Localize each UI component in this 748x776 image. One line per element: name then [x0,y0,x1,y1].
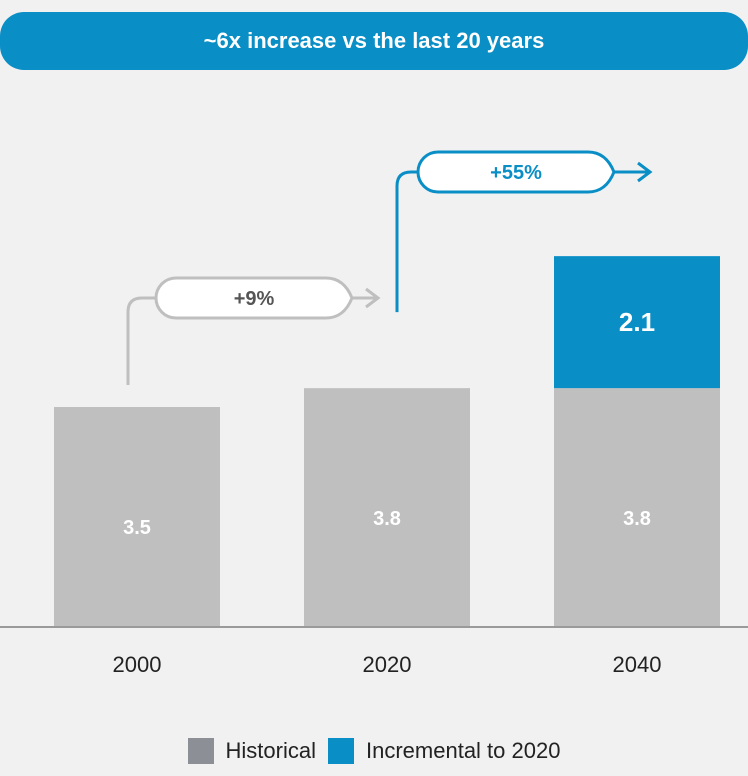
legend: Historical Incremental to 2020 [0,738,748,764]
growth-connector-1 [395,170,418,313]
legend-item-incremental: Incremental to 2020 [328,738,560,764]
growth-annotation-0: +9% [126,276,381,385]
x-tick-2040: 2040 [613,652,662,677]
x-tick-2020: 2020 [363,652,412,677]
growth-annotations: +9% +55% [126,150,653,385]
headline-text: ~6x increase vs the last 20 years [203,28,545,53]
legend-swatch-historical [187,738,214,764]
data-label-2040-historical: 3.8 [623,508,651,530]
data-label-2000-historical: 3.5 [123,517,151,539]
growth-annotation-1: +55% [395,150,653,313]
bar-2020-historical [304,388,470,627]
legend-label-incremental: Incremental to 2020 [366,738,561,763]
data-label-2040-incremental: 2.1 [619,307,655,337]
growth-label-1: +55% [490,162,542,184]
legend-item-historical: Historical [187,738,316,764]
growth-arrowhead-0 [365,287,381,309]
growth-connector-0 [126,296,156,385]
growth-pill-1 [416,150,616,194]
headline-banner: ~6x increase vs the last 20 years [0,12,748,70]
bars-layer: 3.5 3.8 3.8 2.1 [54,256,720,627]
x-tick-labels: 2000 2020 2040 [113,652,662,677]
legend-label-historical: Historical [225,738,316,763]
growth-pill-0 [154,276,354,320]
legend-swatch-incremental [328,738,354,764]
x-tick-2000: 2000 [113,652,162,677]
growth-label-0: +9% [234,288,275,310]
bar-2000-historical [54,407,220,627]
bar-2040-incremental [554,256,720,389]
bar-2040-historical [554,388,720,627]
data-label-2020-historical: 3.8 [373,508,401,530]
growth-arrowhead-1 [637,161,653,183]
